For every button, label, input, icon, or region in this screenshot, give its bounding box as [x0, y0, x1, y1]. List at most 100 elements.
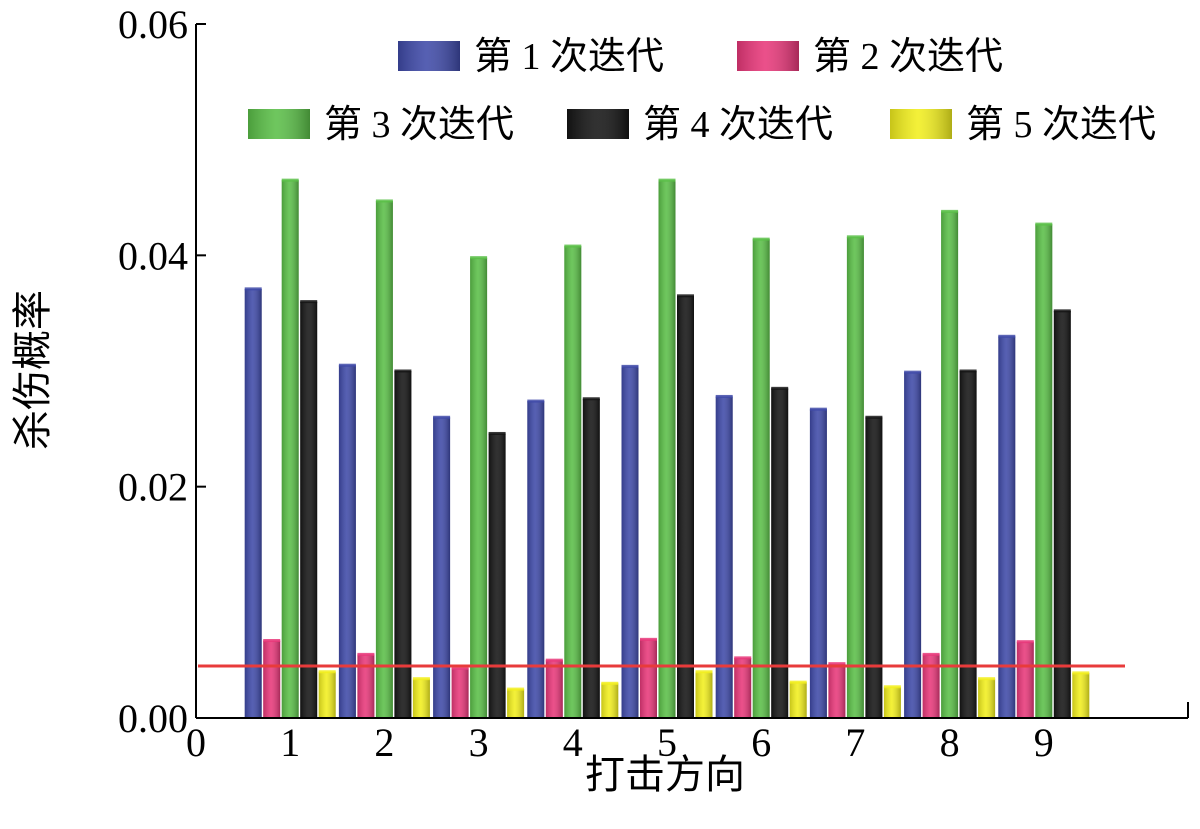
bar-series1-cat1 [244, 287, 262, 718]
bar-series2-cat1 [263, 639, 281, 718]
legend-label: 第 1 次迭代 [474, 36, 664, 78]
bar-series5-cat2 [412, 677, 430, 718]
bar-shade [621, 366, 639, 718]
y-tick-label: 0.00 [118, 696, 188, 741]
bar-series5-cat3 [507, 687, 525, 718]
bar-series2-cat4 [545, 658, 563, 718]
bar-series5-cat1 [318, 670, 336, 718]
bar-shade [470, 257, 488, 718]
x-tick-label: 1 [280, 720, 300, 765]
bar-cap [640, 637, 657, 641]
bar-shade [507, 689, 525, 718]
y-axis-title: 杀伤概率 [10, 290, 55, 450]
bar-cap [338, 363, 356, 367]
bar-cap [527, 399, 545, 403]
y-tick-label: 0.02 [118, 465, 188, 510]
bar-shade [357, 654, 375, 718]
bar-shade [1035, 224, 1053, 718]
bar-cap [695, 670, 713, 674]
bar-shade [300, 301, 318, 718]
legend-item-2: 第 2 次迭代 [737, 36, 1003, 78]
bar-shade [582, 398, 600, 718]
bar-shade [488, 433, 506, 718]
bar-shade [412, 678, 430, 718]
bar-series3-cat1 [281, 178, 299, 718]
legend-item-1: 第 1 次迭代 [398, 36, 664, 78]
bar-cap [488, 431, 506, 435]
bar-shade [1072, 672, 1090, 718]
bar-cap [244, 287, 262, 291]
bar-shade [809, 409, 827, 718]
bar-shade [978, 678, 996, 718]
bar-shade [545, 660, 563, 718]
bar-cap [318, 670, 336, 674]
bar-cap [507, 687, 525, 691]
bar-cap [941, 209, 959, 213]
bar-series4-cat1 [300, 300, 318, 718]
y-tick-label: 0.04 [118, 233, 188, 278]
axes [195, 23, 1189, 719]
bar-shade [1053, 310, 1071, 718]
bar-series5-cat5 [695, 670, 713, 718]
legend-item-4: 第 4 次迭代 [567, 104, 833, 146]
bar-cap [752, 237, 770, 241]
bar-series5-cat7 [883, 685, 901, 718]
bar-shade [564, 246, 582, 718]
bar-cap [621, 364, 639, 368]
bar-shade [677, 295, 694, 718]
bar-shade [846, 236, 864, 718]
bar-series1-cat9 [998, 334, 1016, 718]
bar-shade [883, 686, 901, 718]
bar-cap [998, 334, 1016, 338]
legend-label: 第 5 次迭代 [966, 104, 1156, 146]
bar-shade [640, 639, 657, 718]
legend-swatch-shade [398, 41, 460, 71]
bar-cap [582, 397, 600, 401]
bar-shade [865, 417, 883, 718]
bar-cap [809, 407, 827, 411]
bar-shade [451, 668, 469, 718]
bar-shade [941, 211, 959, 718]
bar-cap [564, 244, 582, 248]
bar-shade [1016, 641, 1034, 718]
bar-series3-cat2 [375, 199, 393, 719]
bar-cap [846, 235, 864, 239]
bar-series2-cat3 [451, 666, 469, 718]
bar-series1-cat6 [715, 394, 733, 718]
bar-cap [433, 415, 451, 419]
bar-shade [433, 417, 451, 718]
y-tick-label: 0.06 [118, 2, 188, 47]
bar-series3-cat9 [1035, 222, 1053, 718]
bar-shade [828, 663, 846, 718]
x-tick-label: 3 [469, 720, 489, 765]
legend-swatch-shade [737, 41, 799, 71]
legend-label: 第 2 次迭代 [813, 36, 1003, 78]
bar-series2-cat8 [922, 652, 940, 718]
legend-item-3: 第 3 次迭代 [248, 104, 514, 146]
bar-series3-cat6 [752, 237, 770, 718]
bar-cap [375, 199, 393, 203]
bar-series4-cat2 [394, 369, 412, 718]
bar-cap [1016, 640, 1034, 644]
bar-shade [789, 682, 807, 718]
bar-series3-cat3 [470, 256, 488, 718]
legend-swatch-shade [567, 109, 629, 139]
bar-series1-cat2 [338, 363, 356, 718]
bar-cap [828, 662, 846, 666]
bar-cap [281, 178, 299, 182]
x-tick-label: 6 [751, 720, 771, 765]
bar-shade [904, 372, 922, 718]
bar-series1-cat5 [621, 364, 639, 718]
bar-shade [734, 657, 752, 718]
bar-shade [338, 365, 356, 718]
bar-series2-cat6 [734, 656, 752, 718]
bar-shade [244, 288, 262, 718]
bar-cap [658, 178, 676, 182]
bar-series1-cat7 [809, 407, 827, 718]
legend-item-5: 第 5 次迭代 [890, 104, 1156, 146]
bar-cap [715, 394, 733, 398]
bar-cap [922, 652, 940, 656]
bar-cap [470, 256, 488, 260]
